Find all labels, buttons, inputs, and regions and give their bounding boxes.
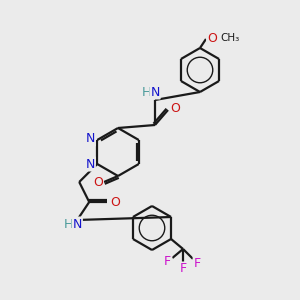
Text: N: N [73,218,82,230]
Text: O: O [170,101,180,115]
Text: N: N [85,133,95,146]
Text: N: N [150,85,160,98]
Text: H: H [141,85,151,98]
Text: O: O [110,196,120,208]
Text: O: O [207,32,217,44]
Text: F: F [194,256,201,270]
Text: N: N [85,158,95,170]
Text: O: O [93,176,103,188]
Text: F: F [179,262,187,275]
Text: CH₃: CH₃ [220,33,239,43]
Text: H: H [64,218,73,230]
Text: F: F [164,255,171,268]
